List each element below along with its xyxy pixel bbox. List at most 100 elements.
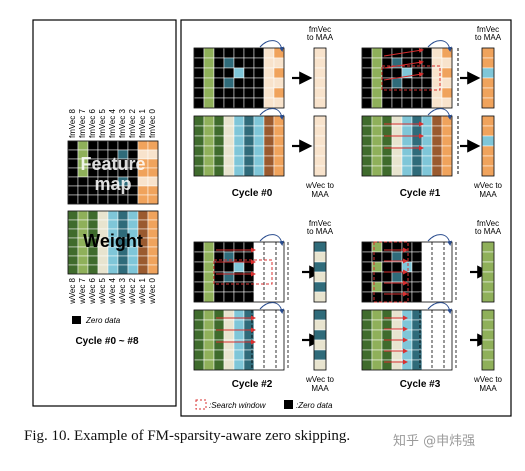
feature-map-title: Feature xyxy=(80,154,145,174)
grid-cell xyxy=(313,145,327,157)
grid-cell xyxy=(203,135,215,147)
grid-cell xyxy=(313,67,327,79)
grid-cell xyxy=(361,349,373,361)
grid-cell xyxy=(361,47,373,59)
grid-cell xyxy=(371,57,383,69)
grid-cell xyxy=(203,87,215,99)
grid-cell xyxy=(67,210,79,221)
grid-cell xyxy=(213,47,225,59)
fm-grid xyxy=(361,241,453,303)
grid-cell xyxy=(233,77,245,89)
grid-cell xyxy=(253,97,265,109)
w-vec-label: wVec 4 xyxy=(108,277,117,304)
grid-cell xyxy=(67,264,79,275)
grid-cell xyxy=(193,359,205,371)
grid-cell xyxy=(273,47,285,59)
grid-cell xyxy=(77,255,89,266)
grid-cell xyxy=(273,329,285,341)
grid-cell xyxy=(253,349,265,361)
grid-cell xyxy=(193,271,205,283)
feedback-arrow xyxy=(259,302,284,314)
grid-cell xyxy=(411,155,423,167)
w-to-maa-label: wVec to xyxy=(305,375,335,384)
grid-cell xyxy=(431,329,443,341)
grid-border xyxy=(313,241,327,303)
grid-cell xyxy=(431,97,443,109)
grid-cell xyxy=(97,219,109,230)
grid-cell xyxy=(203,291,215,303)
grid-cell xyxy=(223,319,235,331)
grid-cell xyxy=(361,339,373,351)
grid-cell xyxy=(233,125,245,137)
grid-cell xyxy=(481,261,495,273)
fm-to-maa-label: fmVec xyxy=(477,219,499,228)
grid-cell xyxy=(253,155,265,167)
grid-cell xyxy=(147,246,159,257)
fm-shift-arrow xyxy=(383,47,424,57)
fm-shift-arrow xyxy=(383,59,424,69)
grid-cell xyxy=(263,145,275,157)
grid-cell xyxy=(263,165,275,177)
grid-cell xyxy=(213,349,225,361)
fm-shift-arrow xyxy=(383,71,424,81)
grid-cell xyxy=(273,241,285,253)
w-vec-label: wVec 1 xyxy=(138,277,147,304)
fm-output-vector xyxy=(313,47,327,109)
grid-cell xyxy=(117,194,129,205)
grid-cell xyxy=(127,264,139,275)
grid-cell xyxy=(371,145,383,157)
w-vec-label: wVec 0 xyxy=(148,277,157,304)
grid-cell xyxy=(193,87,205,99)
grid-cell xyxy=(213,97,225,109)
grid-cell xyxy=(213,135,225,147)
w-output-vector xyxy=(481,309,495,371)
grid-cell xyxy=(213,291,225,303)
figure-caption: Fig. 10. Example of FM-sparsity-aware ze… xyxy=(24,428,351,444)
grid-cell xyxy=(233,87,245,99)
search-window xyxy=(381,65,441,91)
grid-cell xyxy=(411,339,423,351)
fm-vec-label: fmVec 8 xyxy=(68,109,77,138)
grid-cell xyxy=(77,176,89,187)
grid-cell xyxy=(431,47,443,59)
grid-cell xyxy=(371,87,383,99)
grid-cell xyxy=(391,67,403,79)
grid-border xyxy=(481,115,495,177)
grid-cell xyxy=(481,309,495,321)
grid-cell xyxy=(441,271,453,283)
grid-cell xyxy=(441,145,453,157)
grid-cell xyxy=(67,176,79,187)
grid-cell xyxy=(117,219,129,230)
grid-cell xyxy=(371,67,383,79)
grid-cell xyxy=(441,97,453,109)
grid-cell xyxy=(67,194,79,205)
grid-cell xyxy=(223,155,235,167)
grid-cell xyxy=(203,241,215,253)
grid-cell xyxy=(441,261,453,273)
grid-cell xyxy=(223,67,235,79)
grid-border xyxy=(67,210,159,275)
grid-cell xyxy=(421,47,433,59)
grid-cell xyxy=(313,155,327,167)
grid-cell xyxy=(117,210,129,221)
grid-cell xyxy=(67,185,79,196)
grid-cell xyxy=(243,155,255,167)
grid-cell xyxy=(147,264,159,275)
grid-cell xyxy=(223,115,235,127)
grid-cell xyxy=(203,165,215,177)
grid-cell xyxy=(193,291,205,303)
grid-cell xyxy=(243,165,255,177)
w-grid xyxy=(193,115,285,177)
weight-title: Weight xyxy=(83,231,143,251)
grid-cell xyxy=(441,77,453,89)
feature-map-title: map xyxy=(94,174,131,194)
grid-cell xyxy=(411,271,423,283)
fm-to-maa-label: to MAA xyxy=(475,227,502,236)
grid-cell xyxy=(391,155,403,167)
grid-cell xyxy=(361,57,373,69)
grid-cell xyxy=(411,251,423,263)
grid-cell xyxy=(193,97,205,109)
grid-cell xyxy=(137,264,149,275)
grid-cell xyxy=(243,67,255,79)
